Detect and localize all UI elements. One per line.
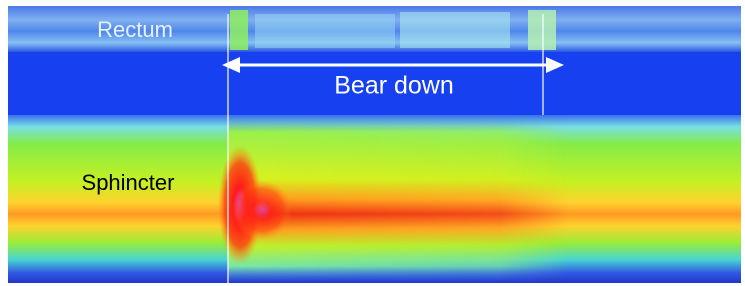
rectum-label: Rectum [97,17,173,42]
manometry-plot: Rectum Bear down Sphincter [0,0,745,286]
sphincter-label: Sphincter [82,170,175,195]
rectum-patches [230,10,556,50]
page: Rectum Bear down Sphincter (() => { cons… [0,0,745,286]
event-label: Bear down [334,72,454,100]
pressure-peak [232,180,292,240]
